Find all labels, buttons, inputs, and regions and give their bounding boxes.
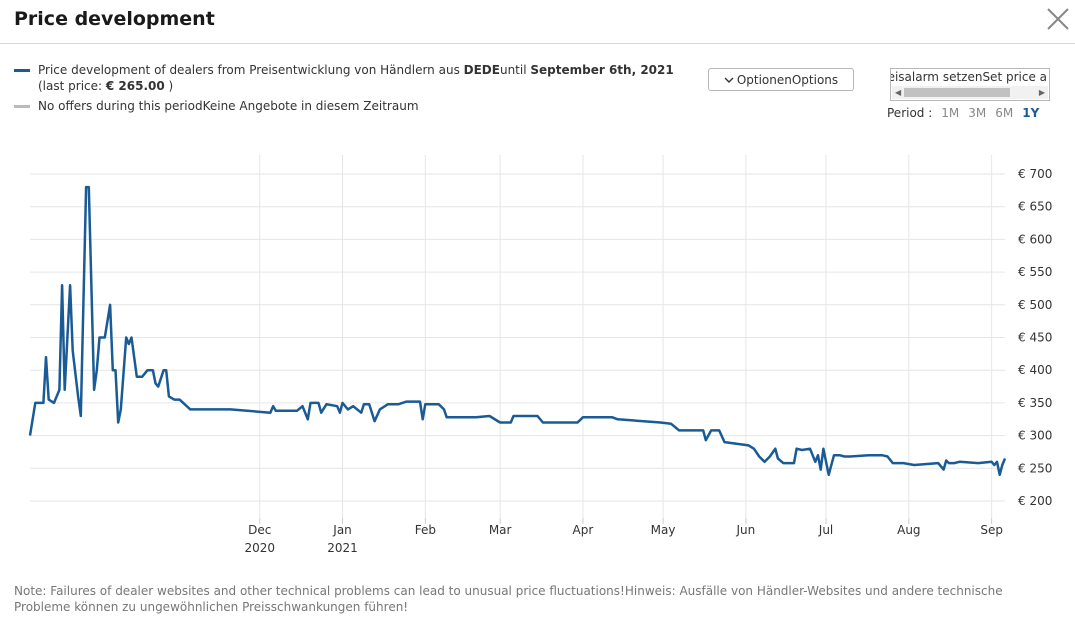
- chart-legend: Price development of dealers from Preise…: [14, 62, 674, 118]
- period-option-1m[interactable]: 1M: [941, 106, 960, 120]
- y-tick-label: € 650: [1018, 200, 1052, 214]
- x-tick-label: Feb: [415, 523, 436, 537]
- x-tick-label: Apr: [573, 523, 594, 537]
- x-tick-label: Jan: [332, 523, 352, 537]
- scroll-right-icon[interactable]: ▶: [1038, 88, 1045, 97]
- price-chart[interactable]: € 700 € 650 € 600 € 550 € 500 € 450 € 400 € 350…: [0, 140, 1075, 570]
- legend-item-no-offers[interactable]: No offers during this periodKeine Angebo…: [14, 98, 674, 114]
- legend-item-price[interactable]: Price development of dealers from Preise…: [14, 62, 674, 94]
- period-label: Period :: [887, 106, 933, 120]
- legend-label-no-offers: No offers during this periodKeine Angebo…: [38, 99, 419, 113]
- options-button[interactable]: OptionenOptions: [708, 68, 854, 91]
- page-title: Price development: [14, 8, 215, 30]
- x-tick-label: May: [651, 523, 676, 537]
- y-tick-label: € 400: [1018, 363, 1052, 377]
- y-tick-label: € 700: [1018, 167, 1052, 181]
- x-tick-year-label: 2020: [244, 541, 275, 555]
- x-tick-year-label: 2021: [327, 541, 358, 555]
- period-option-1y[interactable]: 1Y: [1022, 106, 1040, 120]
- x-tick-label: Jun: [736, 523, 756, 537]
- series-line-price[interactable]: [28, 185, 1007, 477]
- close-icon[interactable]: [1045, 6, 1071, 32]
- chevron-down-icon: [724, 77, 734, 83]
- disclaimer-note: Note: Failures of dealer websites and ot…: [14, 584, 1003, 614]
- price-alarm-button[interactable]: eisalarm setzenSet price a: [890, 70, 1047, 84]
- scroll-thumb[interactable]: [904, 88, 1010, 97]
- horizontal-scrollbar[interactable]: ◀ ▶: [892, 86, 1048, 99]
- y-tick-label: € 450: [1018, 331, 1052, 345]
- y-tick-label: € 550: [1018, 265, 1052, 279]
- y-tick-label: € 250: [1018, 461, 1052, 475]
- options-button-label: OptionenOptions: [736, 72, 839, 87]
- x-tick-label: Jul: [818, 523, 833, 537]
- period-option-6m[interactable]: 6M: [995, 106, 1014, 120]
- legend-label-price: Price development of dealers from Preise…: [38, 63, 674, 93]
- y-tick-label: € 600: [1018, 232, 1052, 246]
- x-tick-label: Aug: [897, 523, 920, 537]
- y-tick-label: € 200: [1018, 494, 1052, 508]
- legend-swatch-price: [14, 69, 30, 72]
- x-tick-label: Mar: [489, 523, 512, 537]
- y-tick-label: € 300: [1018, 429, 1052, 443]
- price-alarm-box[interactable]: eisalarm setzenSet price a ◀ ▶: [890, 68, 1050, 101]
- y-tick-label: € 350: [1018, 396, 1052, 410]
- period-option-3m[interactable]: 3M: [968, 106, 987, 120]
- x-tick-label: Sep: [980, 523, 1003, 537]
- scroll-left-icon[interactable]: ◀: [895, 88, 902, 97]
- period-selector: Period : 1M 3M 6M 1Y: [887, 106, 1039, 120]
- x-tick-label: Dec: [248, 523, 271, 537]
- y-tick-label: € 500: [1018, 298, 1052, 312]
- dialog-header: Price development: [0, 0, 1075, 44]
- legend-swatch-no-offers: [14, 105, 30, 108]
